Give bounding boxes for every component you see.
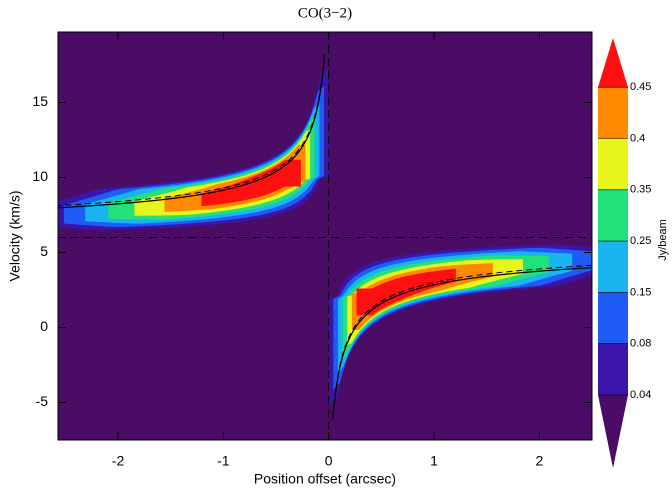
colorbar-segment [598, 395, 628, 468]
y-axis-label: Velocity (km/s) [7, 190, 23, 281]
colorbar-tick-label: 0.15 [630, 286, 651, 298]
plot-frame [57, 31, 593, 441]
colorbar-segment [598, 189, 628, 242]
keplerian-curve [58, 53, 325, 206]
x-axis-label: Position offset (arcsec) [254, 471, 396, 487]
colorbar-tick-label: 0.4 [630, 132, 645, 144]
x-tick-label: 0 [325, 453, 333, 469]
colorbar-segment [598, 241, 628, 293]
colorbar-tick-label: 0.35 [630, 184, 651, 196]
colorbar-segment [598, 38, 628, 88]
keplerian-curve [332, 267, 592, 419]
y-tick-label: 15 [32, 93, 48, 109]
y-tick-label: 5 [40, 243, 48, 259]
x-tick-label: -2 [112, 453, 125, 469]
y-tick-label: 10 [32, 168, 48, 184]
colorbar-label: Jy/beam [657, 219, 669, 261]
x-tick-label: 1 [430, 453, 438, 469]
x-tick-label: -1 [217, 453, 230, 469]
x-tick-label: 2 [535, 453, 543, 469]
keplerian-curve [58, 56, 326, 209]
colorbar-segment [598, 87, 628, 139]
y-tick-label: 0 [40, 318, 48, 334]
colorbar-tick-label: 0.08 [630, 338, 651, 350]
colorbar-tick-label: 0.45 [630, 81, 651, 93]
colorbar-segment [598, 292, 628, 344]
colorbar-tick-label: 0.25 [630, 235, 651, 247]
colorbar-segment [598, 138, 628, 190]
colorbar-segment [598, 343, 628, 395]
y-tick-label: -5 [36, 393, 49, 409]
keplerian-curve [332, 264, 592, 417]
chart-title: CO(3−2) [298, 5, 352, 21]
colorbar-tick-label: 0.04 [630, 389, 651, 401]
